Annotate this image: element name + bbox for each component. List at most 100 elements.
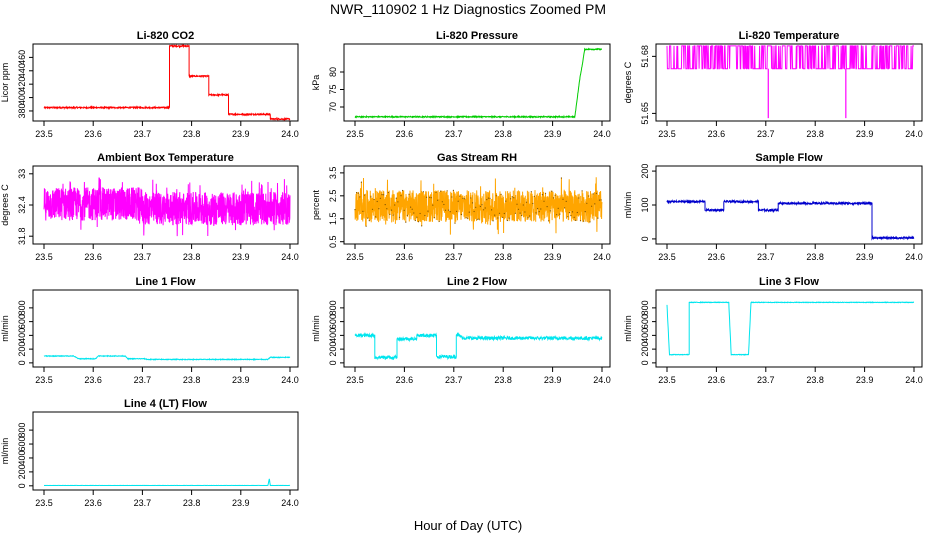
plot-frame	[655, 43, 923, 122]
series-point	[389, 213, 391, 215]
series-point	[430, 197, 432, 199]
series-point	[500, 193, 502, 195]
series-point	[362, 210, 364, 212]
series-point	[533, 195, 536, 197]
panel-title: Li-820 CO2	[137, 30, 194, 42]
series-point	[543, 200, 545, 202]
x-tick-label: 24.0	[905, 129, 923, 139]
series-point	[587, 195, 590, 197]
panel-10: Line 4 (LT) Flow ml/min 23.5 23.6 23.7 23.8 23…	[0, 398, 299, 508]
series-point	[414, 219, 416, 222]
y-tick-label: 380	[17, 103, 27, 118]
series-point	[473, 210, 475, 213]
x-tick-label: 23.7	[134, 252, 152, 262]
series-point	[594, 203, 596, 205]
series-point	[517, 208, 520, 210]
x-tick-label: 23.6	[396, 252, 414, 262]
y-tick-label: 600	[17, 437, 27, 452]
series-point	[551, 190, 553, 192]
series-point	[511, 196, 513, 198]
x-tick-label: 24.0	[281, 129, 299, 139]
x-tick-label: 24.0	[281, 498, 299, 508]
x-tick-label: 23.6	[708, 129, 726, 139]
series-line	[43, 44, 291, 121]
panel-4: Ambient Box Temperature degrees C 23.5 23.6…	[0, 152, 299, 262]
x-tick-label: 23.8	[183, 498, 201, 508]
x-tick-label: 23.5	[35, 252, 53, 262]
series-point	[376, 200, 378, 203]
y-tick-label: 70	[328, 102, 338, 112]
series-point	[405, 221, 407, 223]
plot-frame	[343, 289, 611, 368]
panel-title: Line 1 Flow	[136, 276, 196, 288]
series-point	[592, 193, 594, 195]
series-point	[591, 205, 593, 207]
x-tick-label: 23.7	[134, 375, 152, 385]
y-tick-label: 2.5	[328, 190, 338, 203]
y-tick-label: 400	[328, 328, 338, 343]
x-tick-label: 23.9	[544, 375, 562, 385]
x-tick-label: 23.7	[445, 375, 463, 385]
series-point	[465, 217, 467, 219]
series-point	[432, 204, 434, 206]
series-point	[529, 215, 531, 217]
x-tick-label: 23.8	[494, 375, 512, 385]
series-point	[567, 216, 569, 218]
y-tick-label: 200	[328, 342, 338, 357]
x-tick-label: 23.9	[856, 129, 874, 139]
x-tick-label: 23.5	[35, 498, 53, 508]
x-tick-label: 23.9	[856, 252, 874, 262]
x-tick-label: 23.5	[35, 375, 53, 385]
series-point	[549, 210, 551, 212]
series-point	[491, 209, 493, 211]
series-point	[527, 217, 529, 219]
x-tick-label: 23.8	[183, 375, 201, 385]
series-point	[460, 213, 462, 216]
x-tick-label: 23.9	[232, 375, 250, 385]
plot-area	[666, 198, 915, 241]
figure-title: NWR_110902 1 Hz Diagnostics Zoomed PM	[330, 1, 606, 17]
series-point	[484, 207, 486, 209]
y-tick-label: 600	[17, 314, 27, 329]
x-tick-label: 23.6	[396, 129, 414, 139]
y-axis-label: ml/min	[0, 438, 10, 465]
series-point	[462, 197, 464, 199]
panel-title: Line 3 Flow	[759, 276, 819, 288]
x-tick-label: 23.8	[806, 252, 824, 262]
panel-title: Sample Flow	[755, 152, 823, 164]
x-tick-label: 23.9	[856, 375, 874, 385]
series-point	[486, 199, 488, 201]
y-tick-label: 51.68	[640, 45, 650, 68]
x-tick-label: 23.5	[658, 129, 676, 139]
series-point	[584, 211, 586, 213]
series-point	[367, 217, 369, 219]
y-tick-label: 400	[17, 328, 27, 343]
series-point	[406, 214, 408, 216]
series-point	[516, 203, 518, 205]
y-tick-label: 800	[640, 300, 650, 315]
plot-frame	[655, 165, 923, 245]
series-point	[368, 220, 370, 222]
series-point	[441, 201, 443, 203]
series-point	[600, 199, 602, 201]
series-point	[510, 198, 512, 200]
series-point	[456, 210, 458, 212]
panel-2: Li-820 Pressure kPa 23.5 23.6 23.7 23.8 23.9 24…	[311, 30, 611, 139]
series-point	[546, 206, 548, 208]
series-point	[479, 205, 481, 208]
series-line	[666, 198, 915, 241]
series-point	[357, 192, 359, 194]
series-point	[576, 211, 578, 214]
series-point	[564, 207, 566, 209]
x-tick-label: 23.5	[658, 252, 676, 262]
y-tick-label: 75	[328, 84, 338, 94]
panel-title: Li-820 Pressure	[436, 30, 518, 42]
x-tick-label: 24.0	[593, 252, 611, 262]
panel-6: Sample Flow ml/min 23.5 23.6 23.7 23.8 23.9 24.…	[623, 152, 923, 262]
y-tick-label: 600	[640, 314, 650, 329]
panel-3: Li-820 Temperature degrees C 23.5 23.6 23.7 2…	[623, 30, 923, 139]
panel-title: Li-820 Temperature	[739, 30, 840, 42]
x-tick-label: 23.7	[134, 129, 152, 139]
series-point	[498, 212, 501, 214]
series-line	[354, 47, 602, 120]
